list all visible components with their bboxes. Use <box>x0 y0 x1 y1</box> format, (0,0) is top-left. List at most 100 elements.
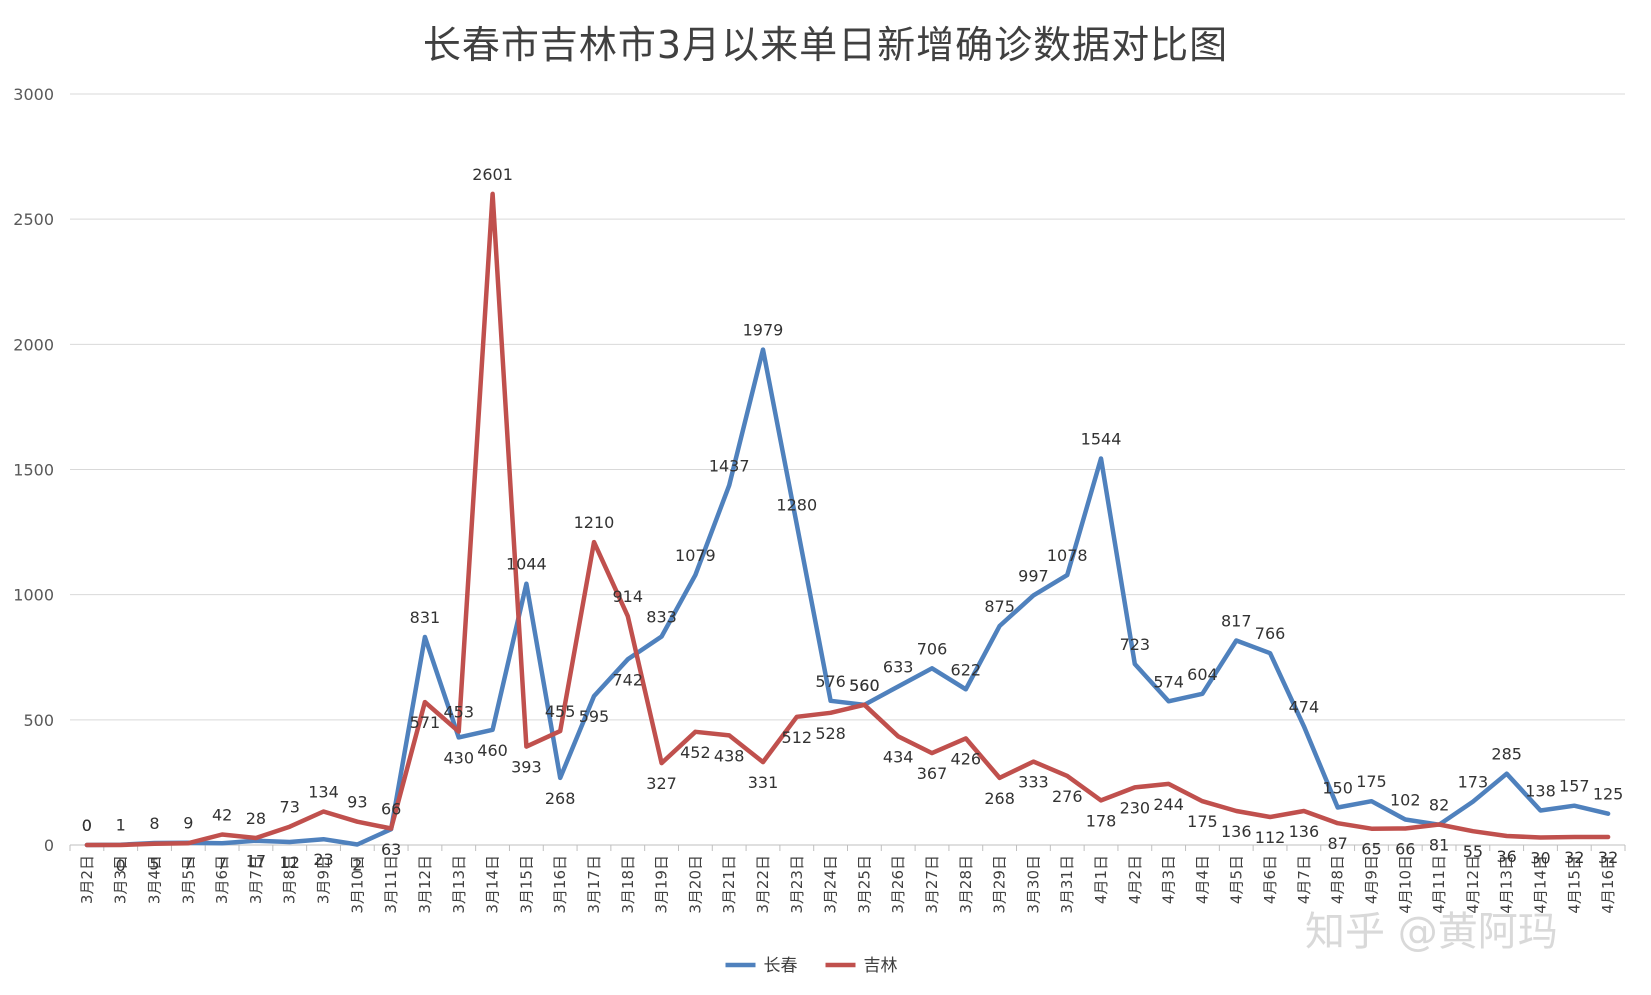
chart-title: 长春市吉林市3月以来单日新增确诊数据对比图 <box>422 23 1229 67</box>
y-tick-label: 500 <box>23 711 54 730</box>
data-label: 875 <box>984 597 1015 616</box>
x-tick-label: 3月13日 <box>450 855 468 914</box>
data-label: 460 <box>477 741 508 760</box>
data-label: 1 <box>116 816 126 835</box>
x-tick-label: 4月11日 <box>1430 855 1448 914</box>
x-tick-label: 4月16日 <box>1599 855 1617 914</box>
data-label: 175 <box>1356 772 1387 791</box>
x-tick-label: 4月13日 <box>1498 855 1516 914</box>
data-label: 285 <box>1491 745 1522 764</box>
data-label: 331 <box>748 773 779 792</box>
x-tick-label: 3月22日 <box>754 855 772 914</box>
x-tick-label: 4月12日 <box>1464 855 1482 914</box>
x-tick-label: 3月4日 <box>146 855 164 904</box>
x-tick-label: 4月10日 <box>1396 855 1414 914</box>
data-label: 997 <box>1018 566 1049 585</box>
x-tick-label: 4月1日 <box>1092 855 1110 904</box>
x-tick-label: 4月2日 <box>1126 855 1144 904</box>
x-tick-label: 3月10日 <box>348 855 366 914</box>
data-label: 28 <box>246 809 266 828</box>
x-tick-label: 3月20日 <box>686 855 704 914</box>
data-label: 136 <box>1221 822 1252 841</box>
data-label: 276 <box>1052 787 1083 806</box>
data-label: 706 <box>917 639 948 658</box>
data-label: 36 <box>1497 847 1517 866</box>
x-tick-label: 3月11日 <box>382 855 400 914</box>
data-label: 8 <box>149 814 159 833</box>
data-label: 157 <box>1559 777 1590 796</box>
data-label: 150 <box>1322 778 1353 797</box>
legend-label: 吉林 <box>864 956 898 976</box>
data-label: 455 <box>545 702 576 721</box>
x-tick-label: 4月15日 <box>1565 855 1583 914</box>
data-label: 766 <box>1255 624 1286 643</box>
data-label: 512 <box>782 728 813 747</box>
data-label: 178 <box>1086 811 1117 830</box>
y-tick-label: 1500 <box>13 461 54 480</box>
data-label: 66 <box>1395 839 1415 858</box>
x-tick-label: 3月7日 <box>247 855 265 904</box>
data-label: 438 <box>714 746 745 765</box>
x-tick-label: 3月15日 <box>517 855 535 914</box>
x-tick-label: 4月6日 <box>1261 855 1279 904</box>
data-label: 574 <box>1153 672 1184 691</box>
x-tick-label: 3月3日 <box>112 855 130 904</box>
data-label: 230 <box>1120 798 1151 817</box>
data-label: 102 <box>1390 790 1421 809</box>
x-tick-label: 4月3日 <box>1160 855 1178 904</box>
data-label: 7 <box>183 854 193 873</box>
data-label: 1280 <box>776 496 817 515</box>
data-label: 7 <box>217 854 227 873</box>
watermark-text: 知乎 @黄阿玛 <box>1305 909 1558 955</box>
data-label: 82 <box>1429 795 1449 814</box>
data-label: 32 <box>1564 848 1584 867</box>
data-label: 9 <box>183 814 193 833</box>
data-label: 560 <box>849 676 880 695</box>
x-tick-label: 3月28日 <box>957 855 975 914</box>
data-label: 1437 <box>709 456 750 475</box>
data-label: 30 <box>1530 848 1550 867</box>
data-label: 87 <box>1327 834 1347 853</box>
data-label: 723 <box>1120 635 1151 654</box>
x-tick-label: 3月18日 <box>619 855 637 914</box>
x-tick-label: 3月9日 <box>315 855 333 904</box>
data-label: 2601 <box>472 165 513 184</box>
data-label: 42 <box>212 805 232 824</box>
data-label: 2 <box>352 855 362 874</box>
data-label: 604 <box>1187 665 1218 684</box>
series-line-1 <box>84 191 1611 848</box>
data-label: 23 <box>313 850 333 869</box>
data-label: 576 <box>815 672 846 691</box>
data-label: 5 <box>149 855 159 874</box>
data-label: 560 <box>849 676 880 695</box>
data-label: 528 <box>815 724 846 743</box>
data-label: 138 <box>1525 781 1556 800</box>
x-tick-label: 3月21日 <box>720 855 738 914</box>
data-label: 1078 <box>1047 546 1088 565</box>
data-label: 175 <box>1187 812 1218 831</box>
data-label: 268 <box>545 789 576 808</box>
data-label: 93 <box>347 793 367 812</box>
data-label: 0 <box>82 816 92 835</box>
data-label: 12 <box>280 853 300 872</box>
data-label: 333 <box>1018 773 1049 792</box>
x-tick-label: 3月24日 <box>822 855 840 914</box>
data-label: 633 <box>883 658 914 677</box>
data-label: 244 <box>1153 795 1184 814</box>
data-label: 0 <box>82 816 92 835</box>
y-tick-label: 0 <box>44 836 54 855</box>
x-tick-label: 4月4日 <box>1193 855 1211 904</box>
x-tick-label: 3月14日 <box>484 855 502 914</box>
data-label: 595 <box>579 707 610 726</box>
data-label: 32 <box>1598 848 1618 867</box>
data-label: 742 <box>612 670 643 689</box>
y-tick-label: 2500 <box>13 210 54 229</box>
data-label: 474 <box>1289 697 1320 716</box>
x-tick-label: 3月27日 <box>923 855 941 914</box>
data-label: 833 <box>646 607 677 626</box>
x-tick-label: 3月31日 <box>1058 855 1076 914</box>
data-label: 81 <box>1429 836 1449 855</box>
data-label: 134 <box>308 782 339 801</box>
y-tick-label: 2000 <box>13 335 54 354</box>
